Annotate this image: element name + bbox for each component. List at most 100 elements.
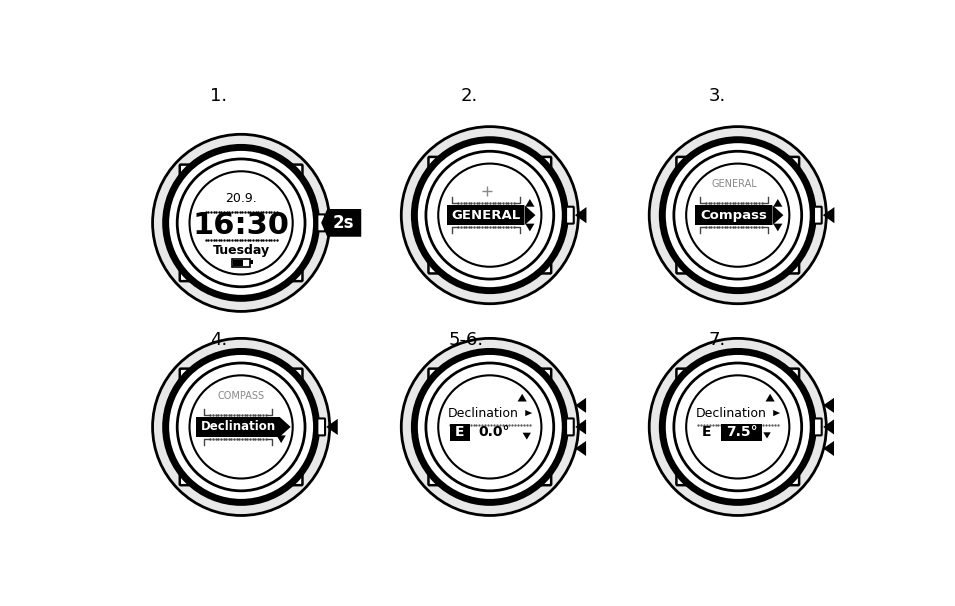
Text: E: E xyxy=(455,425,464,439)
FancyBboxPatch shape xyxy=(532,368,551,382)
Polygon shape xyxy=(763,432,771,439)
Text: GENERAL: GENERAL xyxy=(711,179,756,189)
Polygon shape xyxy=(766,394,775,402)
Circle shape xyxy=(649,127,826,304)
FancyBboxPatch shape xyxy=(180,165,199,178)
FancyBboxPatch shape xyxy=(233,260,244,266)
FancyBboxPatch shape xyxy=(532,157,551,170)
FancyBboxPatch shape xyxy=(448,205,524,225)
FancyBboxPatch shape xyxy=(814,207,821,224)
Text: 5-6.: 5-6. xyxy=(449,331,484,348)
FancyBboxPatch shape xyxy=(814,419,821,435)
FancyBboxPatch shape xyxy=(429,472,448,485)
Text: 16:30: 16:30 xyxy=(193,211,289,241)
FancyBboxPatch shape xyxy=(721,424,762,441)
Text: 2.: 2. xyxy=(460,87,478,105)
FancyBboxPatch shape xyxy=(429,157,448,170)
Polygon shape xyxy=(321,209,361,237)
Polygon shape xyxy=(575,207,586,223)
Polygon shape xyxy=(327,419,338,435)
FancyBboxPatch shape xyxy=(780,157,799,170)
Circle shape xyxy=(674,363,801,491)
Text: 7.5°: 7.5° xyxy=(726,425,757,439)
Text: 0.0°: 0.0° xyxy=(478,425,510,439)
Polygon shape xyxy=(774,224,782,231)
Circle shape xyxy=(401,127,579,304)
Circle shape xyxy=(178,159,305,287)
FancyBboxPatch shape xyxy=(429,261,448,273)
FancyBboxPatch shape xyxy=(317,419,325,435)
Polygon shape xyxy=(575,398,586,413)
Polygon shape xyxy=(823,441,834,456)
Polygon shape xyxy=(525,224,535,231)
Text: 3.: 3. xyxy=(709,87,726,105)
FancyBboxPatch shape xyxy=(197,417,280,437)
FancyBboxPatch shape xyxy=(566,207,574,224)
FancyBboxPatch shape xyxy=(566,419,574,435)
Circle shape xyxy=(414,351,565,502)
Circle shape xyxy=(687,164,790,267)
Polygon shape xyxy=(525,199,535,207)
Text: Declination: Declination xyxy=(201,421,276,433)
Circle shape xyxy=(663,140,814,291)
FancyBboxPatch shape xyxy=(450,424,470,441)
Polygon shape xyxy=(277,435,286,443)
FancyBboxPatch shape xyxy=(284,368,303,382)
Text: Compass: Compass xyxy=(700,208,768,222)
Circle shape xyxy=(189,375,292,479)
Circle shape xyxy=(649,338,826,516)
Polygon shape xyxy=(575,419,586,435)
Circle shape xyxy=(153,338,329,516)
FancyBboxPatch shape xyxy=(284,472,303,485)
Text: 4.: 4. xyxy=(210,331,227,348)
FancyBboxPatch shape xyxy=(250,260,253,264)
Text: 20.9.: 20.9. xyxy=(225,191,257,205)
Text: 2s: 2s xyxy=(332,214,354,232)
Circle shape xyxy=(426,152,554,279)
Circle shape xyxy=(153,135,329,311)
Polygon shape xyxy=(774,199,782,207)
FancyBboxPatch shape xyxy=(180,368,199,382)
Polygon shape xyxy=(773,205,783,225)
Polygon shape xyxy=(823,398,834,413)
FancyBboxPatch shape xyxy=(532,261,551,273)
Polygon shape xyxy=(522,433,531,439)
Polygon shape xyxy=(524,205,536,225)
Circle shape xyxy=(663,351,814,502)
Polygon shape xyxy=(774,410,780,416)
FancyBboxPatch shape xyxy=(180,472,199,485)
Circle shape xyxy=(687,375,790,479)
Polygon shape xyxy=(280,417,290,437)
Circle shape xyxy=(189,171,292,275)
FancyBboxPatch shape xyxy=(780,261,799,273)
Text: 1.: 1. xyxy=(210,87,227,105)
FancyBboxPatch shape xyxy=(695,205,773,225)
Text: E: E xyxy=(702,425,711,439)
Text: Declination: Declination xyxy=(696,407,767,419)
FancyBboxPatch shape xyxy=(532,472,551,485)
Polygon shape xyxy=(823,207,835,223)
Text: GENERAL: GENERAL xyxy=(452,208,520,222)
Polygon shape xyxy=(575,441,586,456)
Circle shape xyxy=(178,363,305,491)
FancyBboxPatch shape xyxy=(676,157,695,170)
Text: Tuesday: Tuesday xyxy=(213,244,269,257)
Circle shape xyxy=(165,147,316,298)
Circle shape xyxy=(414,140,565,291)
Text: COMPASS: COMPASS xyxy=(218,391,265,401)
FancyBboxPatch shape xyxy=(780,368,799,382)
FancyBboxPatch shape xyxy=(180,268,199,281)
Circle shape xyxy=(401,338,579,516)
FancyBboxPatch shape xyxy=(317,215,325,231)
Polygon shape xyxy=(518,394,527,402)
Circle shape xyxy=(674,152,801,279)
FancyBboxPatch shape xyxy=(284,165,303,178)
FancyBboxPatch shape xyxy=(429,368,448,382)
Circle shape xyxy=(438,375,541,479)
FancyBboxPatch shape xyxy=(284,268,303,281)
Text: 7.: 7. xyxy=(709,331,726,348)
Circle shape xyxy=(426,363,554,491)
FancyBboxPatch shape xyxy=(676,368,695,382)
FancyBboxPatch shape xyxy=(676,261,695,273)
Circle shape xyxy=(438,164,541,267)
